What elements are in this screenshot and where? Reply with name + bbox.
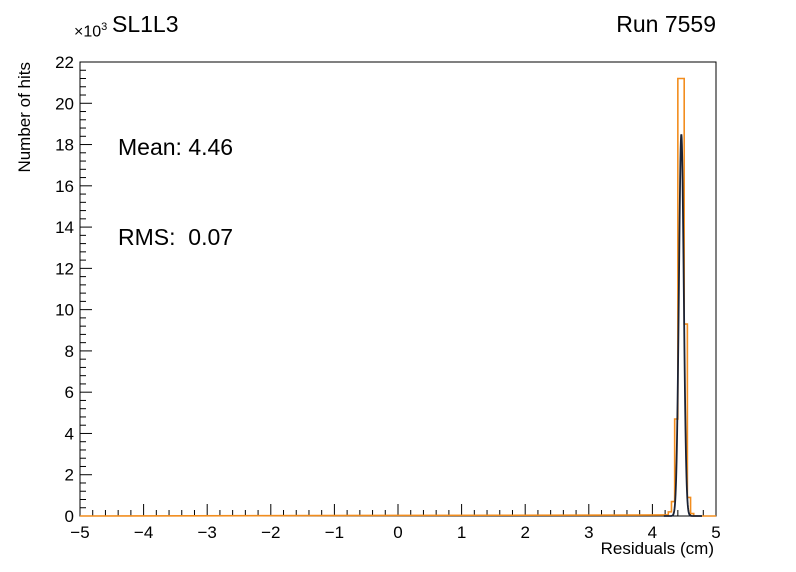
y-tick-label: 16 <box>55 177 74 196</box>
y-tick-label: 10 <box>55 301 74 320</box>
y-axis-title: Number of hits <box>15 62 34 173</box>
histogram-outline <box>79 77 716 517</box>
y-tick-label: 20 <box>55 94 74 113</box>
x-tick-label: 4 <box>648 523 657 542</box>
y-tick-label: 14 <box>55 218 74 237</box>
stat-mean: Mean: 4.46 <box>118 134 234 160</box>
run-label: Run 7559 <box>616 11 716 37</box>
x-tick-label: 0 <box>393 523 402 542</box>
x-tick-label: −5 <box>70 523 89 542</box>
y-axis-exponent: ×103 <box>74 21 107 41</box>
plot-title: SL1L3 <box>112 11 179 37</box>
stat-rms: RMS: 0.07 <box>118 224 234 250</box>
y-tick-label: 8 <box>65 342 74 361</box>
y-tick-label: 22 <box>55 53 74 72</box>
x-tick-label: −4 <box>134 523 153 542</box>
y-tick-label: 12 <box>55 259 74 278</box>
x-tick-label: −1 <box>325 523 344 542</box>
y-axis-exponent-power: 3 <box>101 21 108 33</box>
x-tick-label: 5 <box>711 523 720 542</box>
y-tick-label: 18 <box>55 136 74 155</box>
x-tick-label: 1 <box>457 523 466 542</box>
x-tick-label: 2 <box>520 523 529 542</box>
fit-curve <box>663 134 703 517</box>
y-tick-label: 6 <box>65 383 74 402</box>
x-tick-label: −3 <box>198 523 217 542</box>
stats-box: Mean: 4.46 RMS: 0.07 <box>118 72 233 312</box>
y-tick-label: 0 <box>65 507 74 526</box>
y-tick-label: 2 <box>65 466 74 485</box>
y-tick-label: 4 <box>65 424 74 443</box>
x-tick-label: 3 <box>584 523 593 542</box>
y-axis-exponent-base: ×10 <box>74 23 102 41</box>
x-tick-label: −2 <box>261 523 280 542</box>
x-axis-title: Residuals (cm) <box>601 539 714 558</box>
